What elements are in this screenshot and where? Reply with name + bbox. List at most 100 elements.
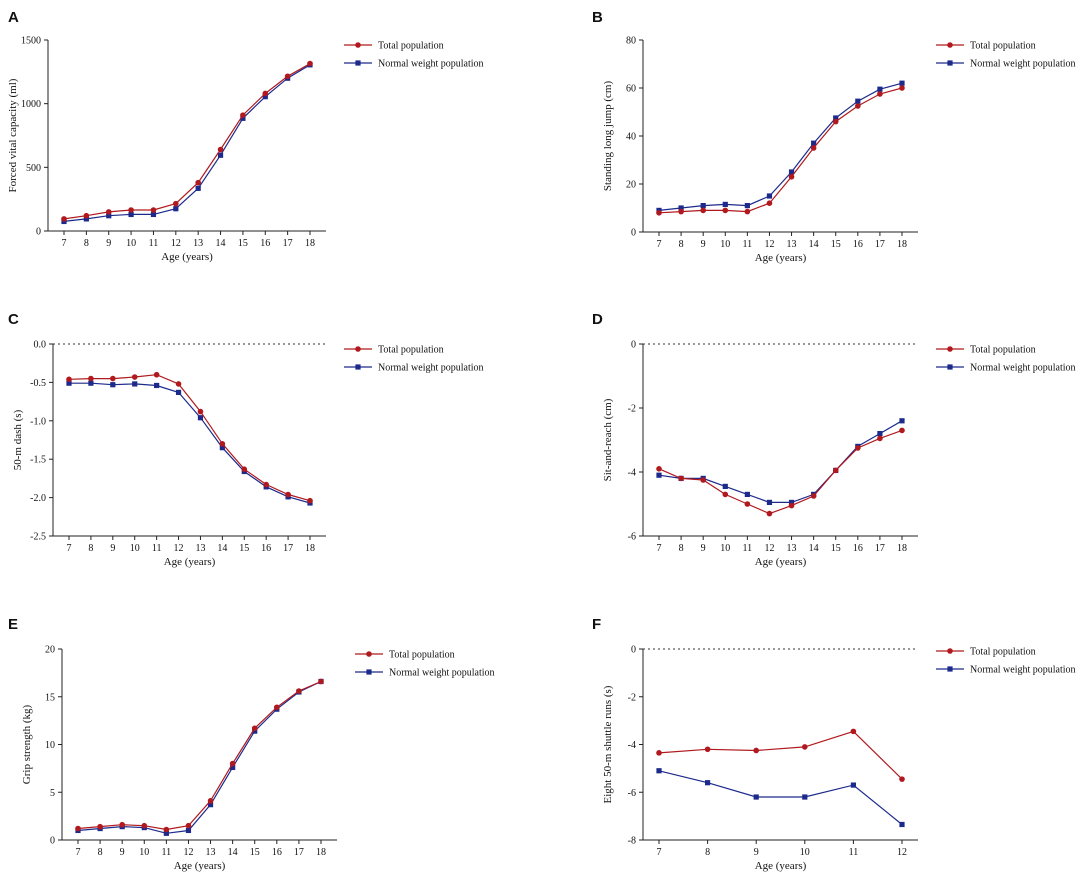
data-point-total [207,798,214,804]
x-tick-label: 18 [316,847,326,858]
data-point-total [229,760,236,767]
series-line-normal [69,382,311,504]
data-point-total [850,728,857,735]
legend-marker-normal [947,666,953,672]
data-point-total [855,103,861,109]
data-point-normal [217,152,224,158]
legend-marker-normal [366,669,372,675]
y-axis-label: Grip strength (kg) [21,704,33,784]
legend-label-total: Total population [970,345,1036,356]
legend-marker-total [947,346,953,352]
data-point-normal [240,115,246,121]
panel-letter-f: F [592,616,601,633]
data-point-normal [811,140,817,146]
data-point-total [788,174,795,180]
x-tick-label: 16 [260,238,270,249]
data-point-total [753,747,759,754]
x-tick-label: 10 [720,543,730,554]
data-point-total [832,467,839,474]
x-tick-label: 18 [897,543,907,554]
panel-b: B 0 20 40 60 80 7 8 9 10 11 12 13 14 15 16 17 18 Age (year… [592,9,1076,264]
data-point-normal [722,201,728,207]
y-tick-label: 20 [45,645,55,656]
x-tick-label: 16 [272,847,282,858]
data-point-total [296,688,302,694]
data-point-total [153,371,160,378]
series-line-normal [63,64,311,222]
data-point-normal [766,193,773,199]
x-tick-label: 17 [294,847,304,858]
data-point-total [802,744,808,750]
y-tick-label: 15 [45,692,55,703]
data-point-normal [788,499,795,505]
x-tick-label: 8 [679,543,684,554]
x-tick-label: 8 [705,847,710,858]
y-tick-label: -2 [628,404,636,415]
y-tick-label: -2 [628,692,636,703]
x-tick-label: 14 [216,238,226,249]
data-point-normal [766,499,773,505]
data-point-total [241,466,248,472]
x-tick-label: 7 [67,543,72,554]
x-tick-label: 8 [88,543,93,554]
x-tick-label: 7 [657,847,662,858]
data-point-total [704,746,711,753]
data-point-total [83,212,90,219]
series-line-total [658,429,903,515]
x-tick-label: 7 [76,847,81,858]
x-tick-label: 17 [875,239,885,250]
legend-label-total: Total population [389,650,455,661]
x-tick-label: 9 [754,847,759,858]
data-point-total [131,374,138,380]
data-point-normal [207,802,214,808]
legend-label-normal: Normal weight population [389,668,495,679]
x-tick-label: 12 [764,543,774,554]
x-tick-label: 8 [98,847,103,858]
x-tick-label: 8 [84,238,89,249]
x-tick-label: 10 [139,847,149,858]
x-tick-label: 12 [897,847,907,858]
data-point-normal [195,185,201,191]
x-tick-label: 12 [171,238,181,249]
x-tick-label: 13 [787,239,797,250]
x-tick-label: 9 [120,847,125,858]
data-point-total [274,704,280,711]
x-tick-label: 18 [897,239,907,250]
x-tick-label: 17 [875,543,885,554]
data-point-normal [154,382,160,389]
panel-f: F 0 -2 -4 -6 -8 7 8 9 10 11 12 Age (years) Eight 50-m… [592,616,1076,872]
legend-marker-total [355,346,361,352]
data-point-total [722,207,729,214]
panel-letter-a: A [8,9,19,26]
y-tick-label: 0 [631,340,636,351]
data-point-total [163,826,170,833]
legend-label-normal: Normal weight population [970,665,1076,676]
series-line-total [68,374,311,502]
panel-c: C 0.0 -0.5 -1.0 -1.5 -2.0 -2.5 7 8 9 10 11 12 13 14 15 1… [8,311,484,568]
data-point-total [97,823,103,830]
y-tick-label: -8 [628,836,636,847]
legend-marker-total [947,648,953,654]
y-tick-label: 10 [45,740,55,751]
data-point-normal [197,415,204,421]
x-tick-label: 11 [743,543,753,554]
x-tick-label: 13 [193,238,203,249]
x-tick-label: 15 [238,238,248,249]
x-tick-label: 13 [195,543,205,554]
x-tick-label: 13 [787,543,797,554]
data-point-total [318,678,324,685]
panel-letter-c: C [8,311,19,328]
data-point-total [150,207,157,213]
y-axis-label: Eight 50-m shuttle runs (s) [602,685,614,803]
x-axis-label: Age (years) [755,252,807,264]
data-point-total [899,85,905,91]
x-tick-label: 9 [106,238,111,249]
x-tick-label: 8 [679,239,684,250]
x-tick-label: 9 [701,239,706,250]
data-point-total [855,445,861,451]
x-tick-label: 11 [149,238,159,249]
data-point-total [810,493,817,499]
data-point-total [656,466,662,472]
data-point-total [141,822,148,829]
data-point-normal [83,216,89,222]
